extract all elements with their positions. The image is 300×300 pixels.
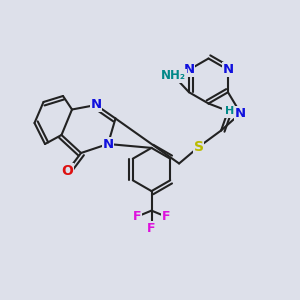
Text: N: N [222,63,233,76]
Text: N: N [90,98,102,112]
Text: F: F [133,210,141,223]
Text: F: F [162,210,170,223]
Text: N: N [222,104,234,118]
Text: H: H [225,106,234,116]
Text: N: N [235,107,246,120]
Text: S: S [194,140,204,154]
Text: F: F [147,222,156,235]
Text: NH₂: NH₂ [161,69,186,82]
Text: O: O [61,164,74,178]
Text: N: N [184,63,195,76]
Text: N: N [102,137,114,151]
